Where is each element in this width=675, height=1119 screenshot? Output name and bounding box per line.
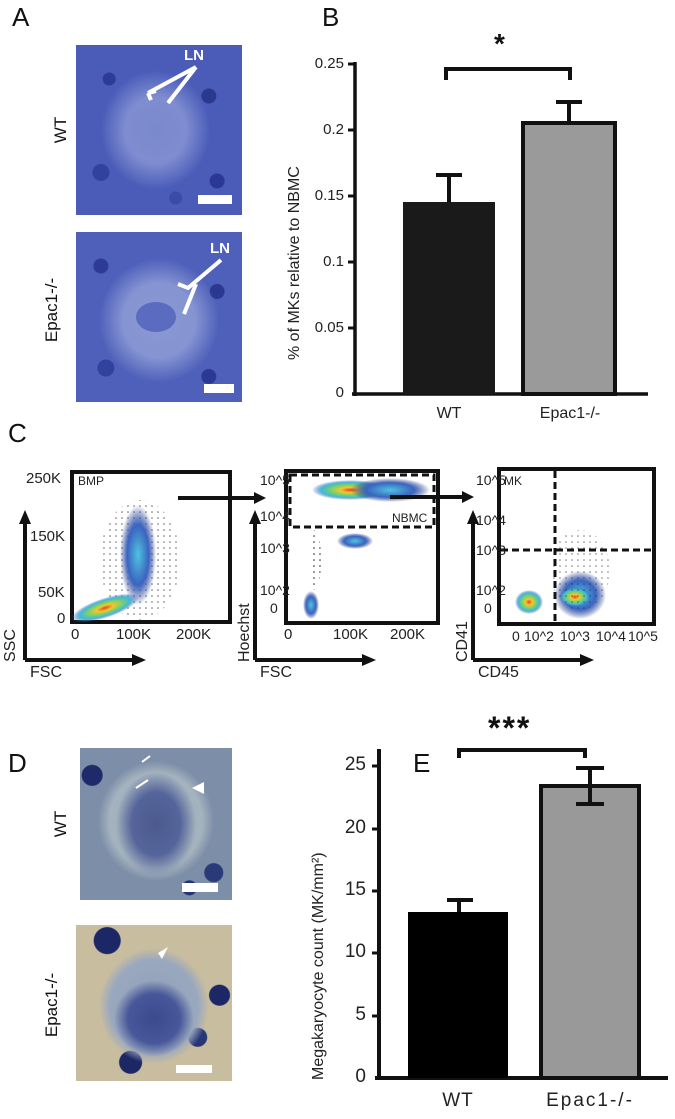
panel-e-label: E [413,748,431,778]
panel-a-epac-micrograph: LN [76,232,242,402]
y-tick: 25 [344,754,366,775]
y-tick: 0 [355,1066,366,1087]
gate-label-bmp: BMP [78,474,105,488]
ln-annotation: LN [184,47,204,64]
arrow-icon [177,258,223,315]
y-tick: 0.1 [323,253,344,270]
y-tick: 0.05 [314,319,344,336]
y-tick: 10^2 [476,582,506,598]
gate-label-mk: MK [504,474,522,488]
x-category-epac: Epac1-/- [546,1090,634,1111]
arrow-icon [146,65,198,105]
y-tick: 0 [484,600,492,616]
arrowhead-icon [158,947,168,959]
y-tick: 150K [30,528,66,545]
bar-epac [521,121,617,396]
nucleus-lobe [136,302,176,332]
y-tick: 10^2 [260,582,290,598]
y-tick: 0.2 [323,121,344,138]
y-tick: 10^5 [260,472,290,488]
y-tick: 0.15 [314,187,344,204]
scale-bar [204,384,234,393]
x-category-epac: Epac1-/- [539,405,601,422]
gate-label-nbmc: NBMC [392,511,428,525]
y-tick: 10^4 [476,512,506,528]
panel-c-label: C [8,418,27,448]
scale-bar [182,883,218,892]
scale-bar [198,195,232,204]
x-axis-title: FSC [260,664,292,681]
y-tick: 0 [57,610,66,627]
x-axis-title: CD45 [478,664,519,681]
y-tick: 20 [344,817,366,838]
x-tick: 200K [176,626,212,643]
facs-panel [19,467,656,666]
significance-stars: *** [488,710,532,746]
y-tick: 10^3 [260,540,290,556]
y-tick: 0 [270,600,278,616]
y-tick: 10^5 [476,472,506,488]
panel-a-wt-micrograph: LN [76,45,242,215]
x-tick: 10^3 [560,628,590,644]
significance-bracket [348,62,648,396]
bar-epac [539,784,641,1080]
scale-bar [176,1065,212,1073]
y-tick: 0.25 [314,55,344,72]
ln-annotation: LN [210,240,230,257]
x-category-wt: WT [442,1090,474,1111]
x-tick: 100K [116,626,152,643]
y-tick: 10 [344,941,366,962]
x-category-wt: WT [436,405,462,422]
y-tick: 5 [355,1004,366,1025]
x-tick: 10^4 [596,628,626,644]
y-tick: 0 [335,384,344,401]
panel-d-wt-micrograph [80,748,232,900]
bar-wt [408,912,508,1078]
y-tick: 10^4 [260,508,290,524]
x-tick: 200K [390,626,426,643]
panel-d-epac-micrograph [76,925,232,1081]
y-tick: 250K [26,470,62,487]
x-tick: 10^5 [628,628,658,644]
y-tick: 50K [38,584,65,601]
arrowhead-icon [135,755,204,794]
panel-b-label: B [322,2,340,32]
panel-d-label: D [8,748,27,778]
y-tick: 15 [344,879,366,900]
x-tick: 0 [71,626,80,643]
y-axis-title: Megakaryocyte count (MK/mm²) [310,852,327,1080]
x-axis-title: FSC [30,664,62,681]
significance-star: * [494,28,505,59]
bar-wt [403,202,495,394]
x-tick: 0 [512,628,520,644]
panel-a-label: A [12,2,30,32]
x-tick: 10^2 [524,628,554,644]
y-tick: 10^3 [476,542,506,558]
x-tick: 0 [284,626,293,643]
x-tick: 100K [333,626,369,643]
